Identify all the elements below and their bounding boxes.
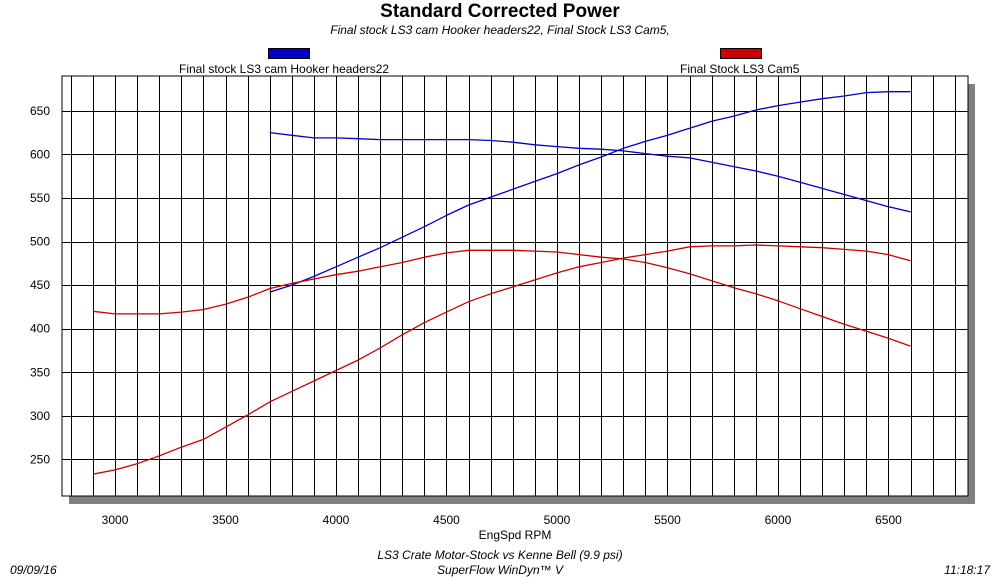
chart-title: Standard Corrected Power	[380, 1, 620, 22]
y-tick-label: 400	[30, 322, 50, 336]
x-tick-label: 6500	[875, 513, 902, 527]
y-tick-label: 300	[30, 409, 50, 423]
series-line-red-2	[92, 244, 911, 475]
y-tick-label: 550	[30, 191, 50, 205]
x-tick-label: 5500	[654, 513, 681, 527]
legend-label-red: Final Stock LS3 Cam5	[680, 62, 800, 76]
chart-subtitle: Final stock LS3 cam Hooker headers22, Fi…	[330, 23, 670, 37]
series-line-blue-1	[269, 91, 911, 293]
x-tick-label: 4000	[323, 513, 350, 527]
footer-test-name: LS3 Crate Motor-Stock vs Kenne Bell (9.9…	[377, 548, 623, 562]
x-axis-label: EngSpd RPM	[479, 528, 552, 542]
x-tick-label: 5000	[544, 513, 571, 527]
y-tick-label: 250	[30, 452, 50, 466]
series-line-red-1	[92, 249, 911, 347]
y-tick-label: 350	[30, 365, 50, 379]
y-tick-label: 500	[30, 235, 50, 249]
series-line-blue-2	[269, 131, 911, 213]
legend-swatch-blue	[268, 48, 310, 59]
footer-time: 11:18:17	[944, 563, 990, 577]
legend-label-blue: Final stock LS3 cam Hooker headers22	[179, 62, 390, 76]
legend-swatch-red	[720, 48, 762, 59]
y-tick-label: 450	[30, 278, 50, 292]
x-tick-label: 3500	[212, 513, 239, 527]
x-tick-label: 6000	[765, 513, 792, 527]
y-tick-label: 600	[30, 147, 50, 161]
y-tick-label: 650	[30, 104, 50, 118]
footer-software: SuperFlow WinDyn™ V	[437, 563, 563, 577]
x-tick-label: 3000	[102, 513, 129, 527]
footer-date: 09/09/16	[10, 563, 57, 577]
x-tick-label: 4500	[433, 513, 460, 527]
